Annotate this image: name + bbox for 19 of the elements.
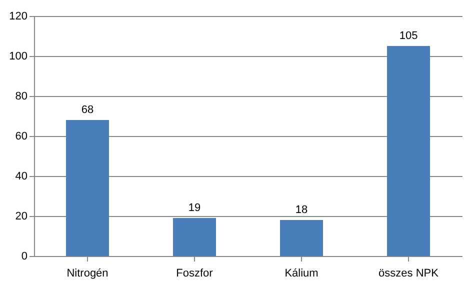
bar <box>66 120 109 256</box>
y-tick-label: 120 <box>9 10 28 22</box>
bar <box>173 218 216 256</box>
x-tick-label: összes NPK <box>378 268 440 280</box>
bar <box>280 220 323 256</box>
y-tick-label: 80 <box>15 90 28 102</box>
x-tick-label: Nitrogén <box>66 268 108 280</box>
data-label: 18 <box>295 204 308 216</box>
data-label: 68 <box>81 104 94 116</box>
data-label: 105 <box>399 30 418 42</box>
x-tick-label: Kálium <box>284 268 318 280</box>
y-tick-label: 40 <box>15 170 28 182</box>
x-tick-label: Foszfor <box>176 268 214 280</box>
bar <box>387 46 430 256</box>
y-tick-label: 60 <box>15 130 28 142</box>
y-tick-label: 0 <box>21 250 28 262</box>
data-label: 19 <box>188 202 201 214</box>
y-tick-label: 20 <box>15 210 28 222</box>
y-tick-label: 100 <box>9 50 28 62</box>
